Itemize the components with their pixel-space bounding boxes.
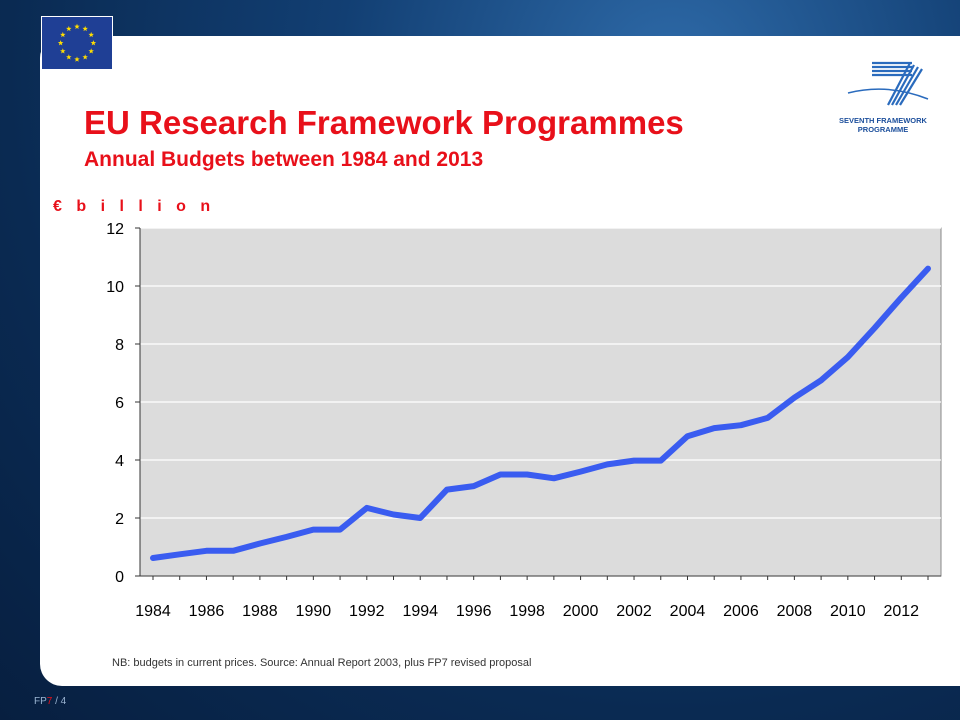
x-tick-label: 2000 <box>563 603 599 620</box>
eu-star-icon <box>57 40 64 46</box>
y-tick-label: 12 <box>106 221 124 238</box>
x-tick-label: 1984 <box>135 603 171 620</box>
x-tick-label: 1986 <box>189 603 225 620</box>
eu-star-icon <box>66 54 72 60</box>
x-tick-label: 1998 <box>509 603 545 620</box>
y-tick-label: 0 <box>115 569 124 586</box>
page-subtitle: Annual Budgets between 1984 and 2013 <box>84 148 484 171</box>
x-tick-label: 2002 <box>616 603 652 620</box>
budget-series-line <box>150 265 931 561</box>
footer-page: / 4 <box>52 696 67 707</box>
eu-star-icon <box>60 31 66 38</box>
page-title: EU Research Framework Programmes <box>84 104 684 141</box>
x-tick-label: 2006 <box>723 603 759 620</box>
y-tick-label: 8 <box>115 337 124 354</box>
x-tick-label: 1994 <box>402 603 438 620</box>
eu-star-icon <box>82 54 88 60</box>
eu-star-icon <box>74 23 80 29</box>
x-tick-label: 2004 <box>670 603 706 620</box>
footer-fp: FP <box>34 696 47 707</box>
eu-star-icon <box>74 56 80 62</box>
x-tick-label: 1992 <box>349 603 385 620</box>
x-tick-label: 1988 <box>242 603 278 620</box>
x-tick-label: 2008 <box>777 603 813 620</box>
eu-star-icon <box>66 25 72 32</box>
y-tick-label: 10 <box>106 279 124 296</box>
source-note: NB: budgets in current prices. Source: A… <box>112 657 532 669</box>
x-tick-label: 1996 <box>456 603 492 620</box>
y-tick-label: 4 <box>115 453 124 470</box>
eu-star-icon <box>82 25 88 32</box>
fp7-logo-line2: PROGRAMME <box>858 125 908 134</box>
y-axis-unit-label: € b i l l i o n <box>53 198 216 215</box>
eu-star-icon <box>88 31 94 38</box>
eu-flag-icon <box>41 16 113 70</box>
x-tick-label: 2010 <box>830 603 866 620</box>
x-tick-label: 1990 <box>296 603 332 620</box>
fp7-logo-line1: SEVENTH FRAMEWORK <box>839 116 928 125</box>
x-tick-label: 2012 <box>883 603 919 620</box>
eu-star-icon <box>60 48 66 54</box>
fp7-logo-icon: SEVENTH FRAMEWORK PROGRAMME <box>839 61 929 134</box>
footer-number: 7 <box>46 696 53 707</box>
y-tick-label: 2 <box>115 511 124 528</box>
y-tick-label: 6 <box>115 395 124 412</box>
eu-star-icon <box>88 48 94 54</box>
eu-star-icon <box>90 40 97 46</box>
slide-footer: FP7 / 4 <box>34 696 66 707</box>
